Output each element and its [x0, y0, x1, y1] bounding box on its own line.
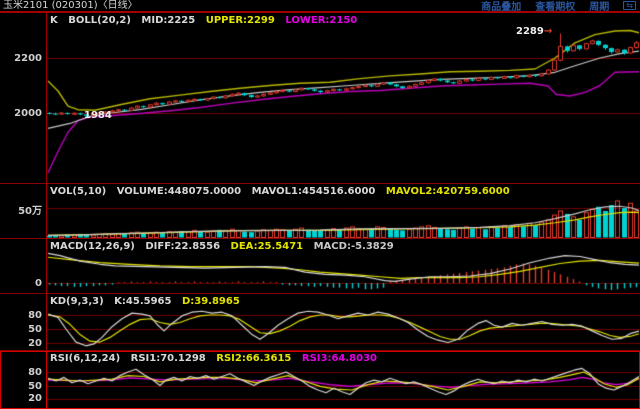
rsi1-value: RSI1:70.1298: [130, 353, 206, 364]
rsi-name: RSI(6,12,24): [50, 353, 121, 364]
mavol2-value: MAVOL2:420759.6000: [385, 186, 510, 197]
k-value: K:45.5965: [114, 296, 172, 307]
kd-chart-canvas[interactable]: [0, 294, 640, 350]
boll-mid-value: MID:2225: [141, 15, 196, 26]
menu-view-options[interactable]: 查看期权: [535, 2, 576, 13]
kd-pane: KD(9,3,3) K:45.5965 D:39.8965: [0, 294, 640, 350]
price-pane: K BOLL(20,2) MID:2225 UPPER:2299 LOWER:2…: [0, 13, 640, 183]
header-divider: [0, 11, 640, 13]
rsi2-value: RSI2:66.3615: [216, 353, 292, 364]
volume-pane: VOL(5,10) VOLUME:448075.0000 MAVOL1:4545…: [0, 184, 640, 238]
pane-divider-2: [0, 238, 640, 239]
mavol1-value: MAVOL1:454516.6000: [251, 186, 376, 197]
boll-indicator-row: K BOLL(20,2) MID:2225 UPPER:2299 LOWER:2…: [50, 15, 364, 26]
pane-divider-3: [0, 293, 640, 294]
low-price-annotation: 1984: [84, 110, 112, 121]
contract-title: 玉米2101 (020301)〈日线〉: [3, 0, 138, 11]
top-bar: 玉米2101 (020301)〈日线〉 商品叠加 查看期权 周期 ⇆: [0, 0, 640, 13]
rsi-axis-20: 20: [28, 393, 42, 404]
volume-indicator-row: VOL(5,10) VOLUME:448075.0000 MAVOL1:4545…: [50, 186, 517, 197]
volume-chart-canvas[interactable]: [0, 184, 640, 238]
macd-value: MACD:-5.3829: [313, 241, 394, 252]
boll-name: BOLL(20,2): [68, 15, 131, 26]
rsi3-value: RSI3:64.8030: [301, 353, 378, 364]
macd-pane: MACD(12,26,9) DIFF:22.8556 DEA:25.5471 M…: [0, 239, 640, 293]
macd-indicator-row: MACD(12,26,9) DIFF:22.8556 DEA:25.5471 M…: [50, 241, 401, 252]
kd-indicator-row: KD(9,3,3) K:45.5965 D:39.8965: [50, 296, 247, 307]
price-chart-canvas[interactable]: [0, 13, 640, 183]
boll-lower-value: LOWER:2150: [285, 15, 358, 26]
boll-upper-value: UPPER:2299: [205, 15, 275, 26]
rsi-chart-canvas[interactable]: [0, 351, 640, 408]
swap-arrows-icon[interactable]: ⇆: [623, 1, 636, 10]
price-axis-2000: 2000: [14, 108, 42, 119]
kd-name: KD(9,3,3): [50, 296, 104, 307]
macd-name: MACD(12,26,9): [50, 241, 135, 252]
diff-value: DIFF:22.8556: [145, 241, 221, 252]
pane-divider-4: [0, 350, 640, 351]
annotation-arrow-icon: →: [543, 26, 553, 37]
macd-chart-canvas[interactable]: [0, 239, 640, 293]
kd-axis-20: 20: [28, 338, 42, 349]
rsi-indicator-row: RSI(6,12,24) RSI1:70.1298 RSI2:66.3615 R…: [50, 353, 384, 364]
pane-divider-1: [0, 183, 640, 184]
dea-value: DEA:25.5471: [230, 241, 304, 252]
vol-value: VOLUME:448075.0000: [116, 186, 242, 197]
kd-axis-80: 80: [28, 310, 42, 321]
vol-name: VOL(5,10): [50, 186, 107, 197]
k-label: K: [50, 15, 58, 26]
menu-period[interactable]: 周期: [589, 2, 610, 13]
d-value: D:39.8965: [181, 296, 240, 307]
price-axis-2200: 2200: [14, 53, 42, 64]
rsi-pane: RSI(6,12,24) RSI1:70.1298 RSI2:66.3615 R…: [0, 351, 640, 408]
high-price-label: 2289: [516, 26, 544, 37]
menu-commodity-overlay[interactable]: 商品叠加: [481, 2, 522, 13]
macd-axis-zero: 0: [35, 278, 42, 289]
axis-border-line: [46, 13, 47, 408]
top-menu: 商品叠加 查看期权 周期 ⇆: [481, 0, 636, 13]
rsi-axis-80: 80: [28, 367, 42, 378]
kd-axis-50: 50: [28, 324, 42, 335]
volume-axis-50w: 50万: [18, 206, 42, 217]
rsi-axis-50: 50: [28, 381, 42, 392]
high-price-annotation: 2289→: [516, 26, 552, 37]
